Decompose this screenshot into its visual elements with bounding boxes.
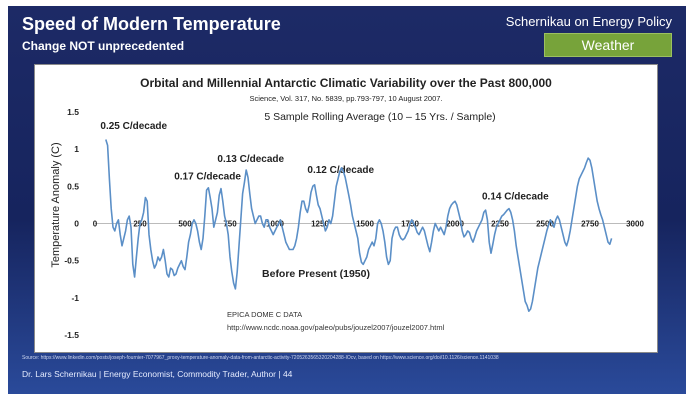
x-tick-label: 750 [223, 220, 237, 229]
y-tick-label: 0.5 [67, 181, 79, 191]
x-tick-label: 2000 [446, 220, 464, 229]
x-tick-label: 2250 [491, 220, 509, 229]
y-tick-label: -1.5 [64, 330, 79, 340]
y-tick-label: -0.5 [64, 256, 79, 266]
rate-annotation: 0.13 C/decade [217, 154, 284, 165]
y-tick-label: -1 [71, 293, 79, 303]
x-axis-label: Before Present (1950) [262, 268, 370, 280]
rate-annotation: 0.17 C/decade [174, 172, 241, 183]
x-tick-label: 0 [93, 220, 98, 229]
y-tick-label: 1 [74, 144, 79, 154]
x-tick-label: 1000 [266, 220, 284, 229]
slide-title: Speed of Modern Temperature [22, 14, 281, 34]
y-axis-label: Temperature Anomaly (C) [50, 142, 62, 267]
data-source-line1: EPICA DOME C DATA [227, 310, 302, 319]
x-tick-label: 3000 [626, 220, 644, 229]
chart-subtitle: Science, Vol. 317, No. 5839, pp.793-797,… [249, 94, 442, 103]
chart-note: 5 Sample Rolling Average (10 – 15 Yrs. /… [264, 111, 495, 123]
x-tick-label: 2500 [536, 220, 554, 229]
x-tick-label: 2750 [581, 220, 599, 229]
temperature-chart: Orbital and Millennial Antarctic Climati… [50, 76, 644, 340]
weather-badge: Weather [544, 33, 672, 57]
temperature-series-line [105, 139, 613, 312]
source-note: Source: https://www.linkedin.com/posts/j… [22, 355, 499, 361]
rate-annotation: 0.14 C/decade [482, 192, 549, 203]
rate-annotation: 0.25 C/decade [100, 121, 167, 132]
x-tick-label: 1250 [311, 220, 329, 229]
slide-subtitle: Change NOT unprecedented [22, 39, 185, 53]
data-source-line2: http://www.ncdc.noaa.gov/paleo/pubs/jouz… [227, 323, 445, 332]
y-tick-label: 0 [74, 219, 79, 229]
chart-title: Orbital and Millennial Antarctic Climati… [140, 76, 552, 90]
x-tick-label: 500 [178, 220, 192, 229]
y-tick-label: 1.5 [67, 107, 79, 117]
x-tick-label: 1500 [356, 220, 374, 229]
slide: Speed of Modern Temperature Change NOT u… [8, 6, 686, 394]
brand-label: Schernikau on Energy Policy [505, 14, 672, 29]
footer-credit: Dr. Lars Schernikau | Energy Economist, … [22, 369, 293, 379]
chart-panel: Orbital and Millennial Antarctic Climati… [34, 64, 658, 353]
